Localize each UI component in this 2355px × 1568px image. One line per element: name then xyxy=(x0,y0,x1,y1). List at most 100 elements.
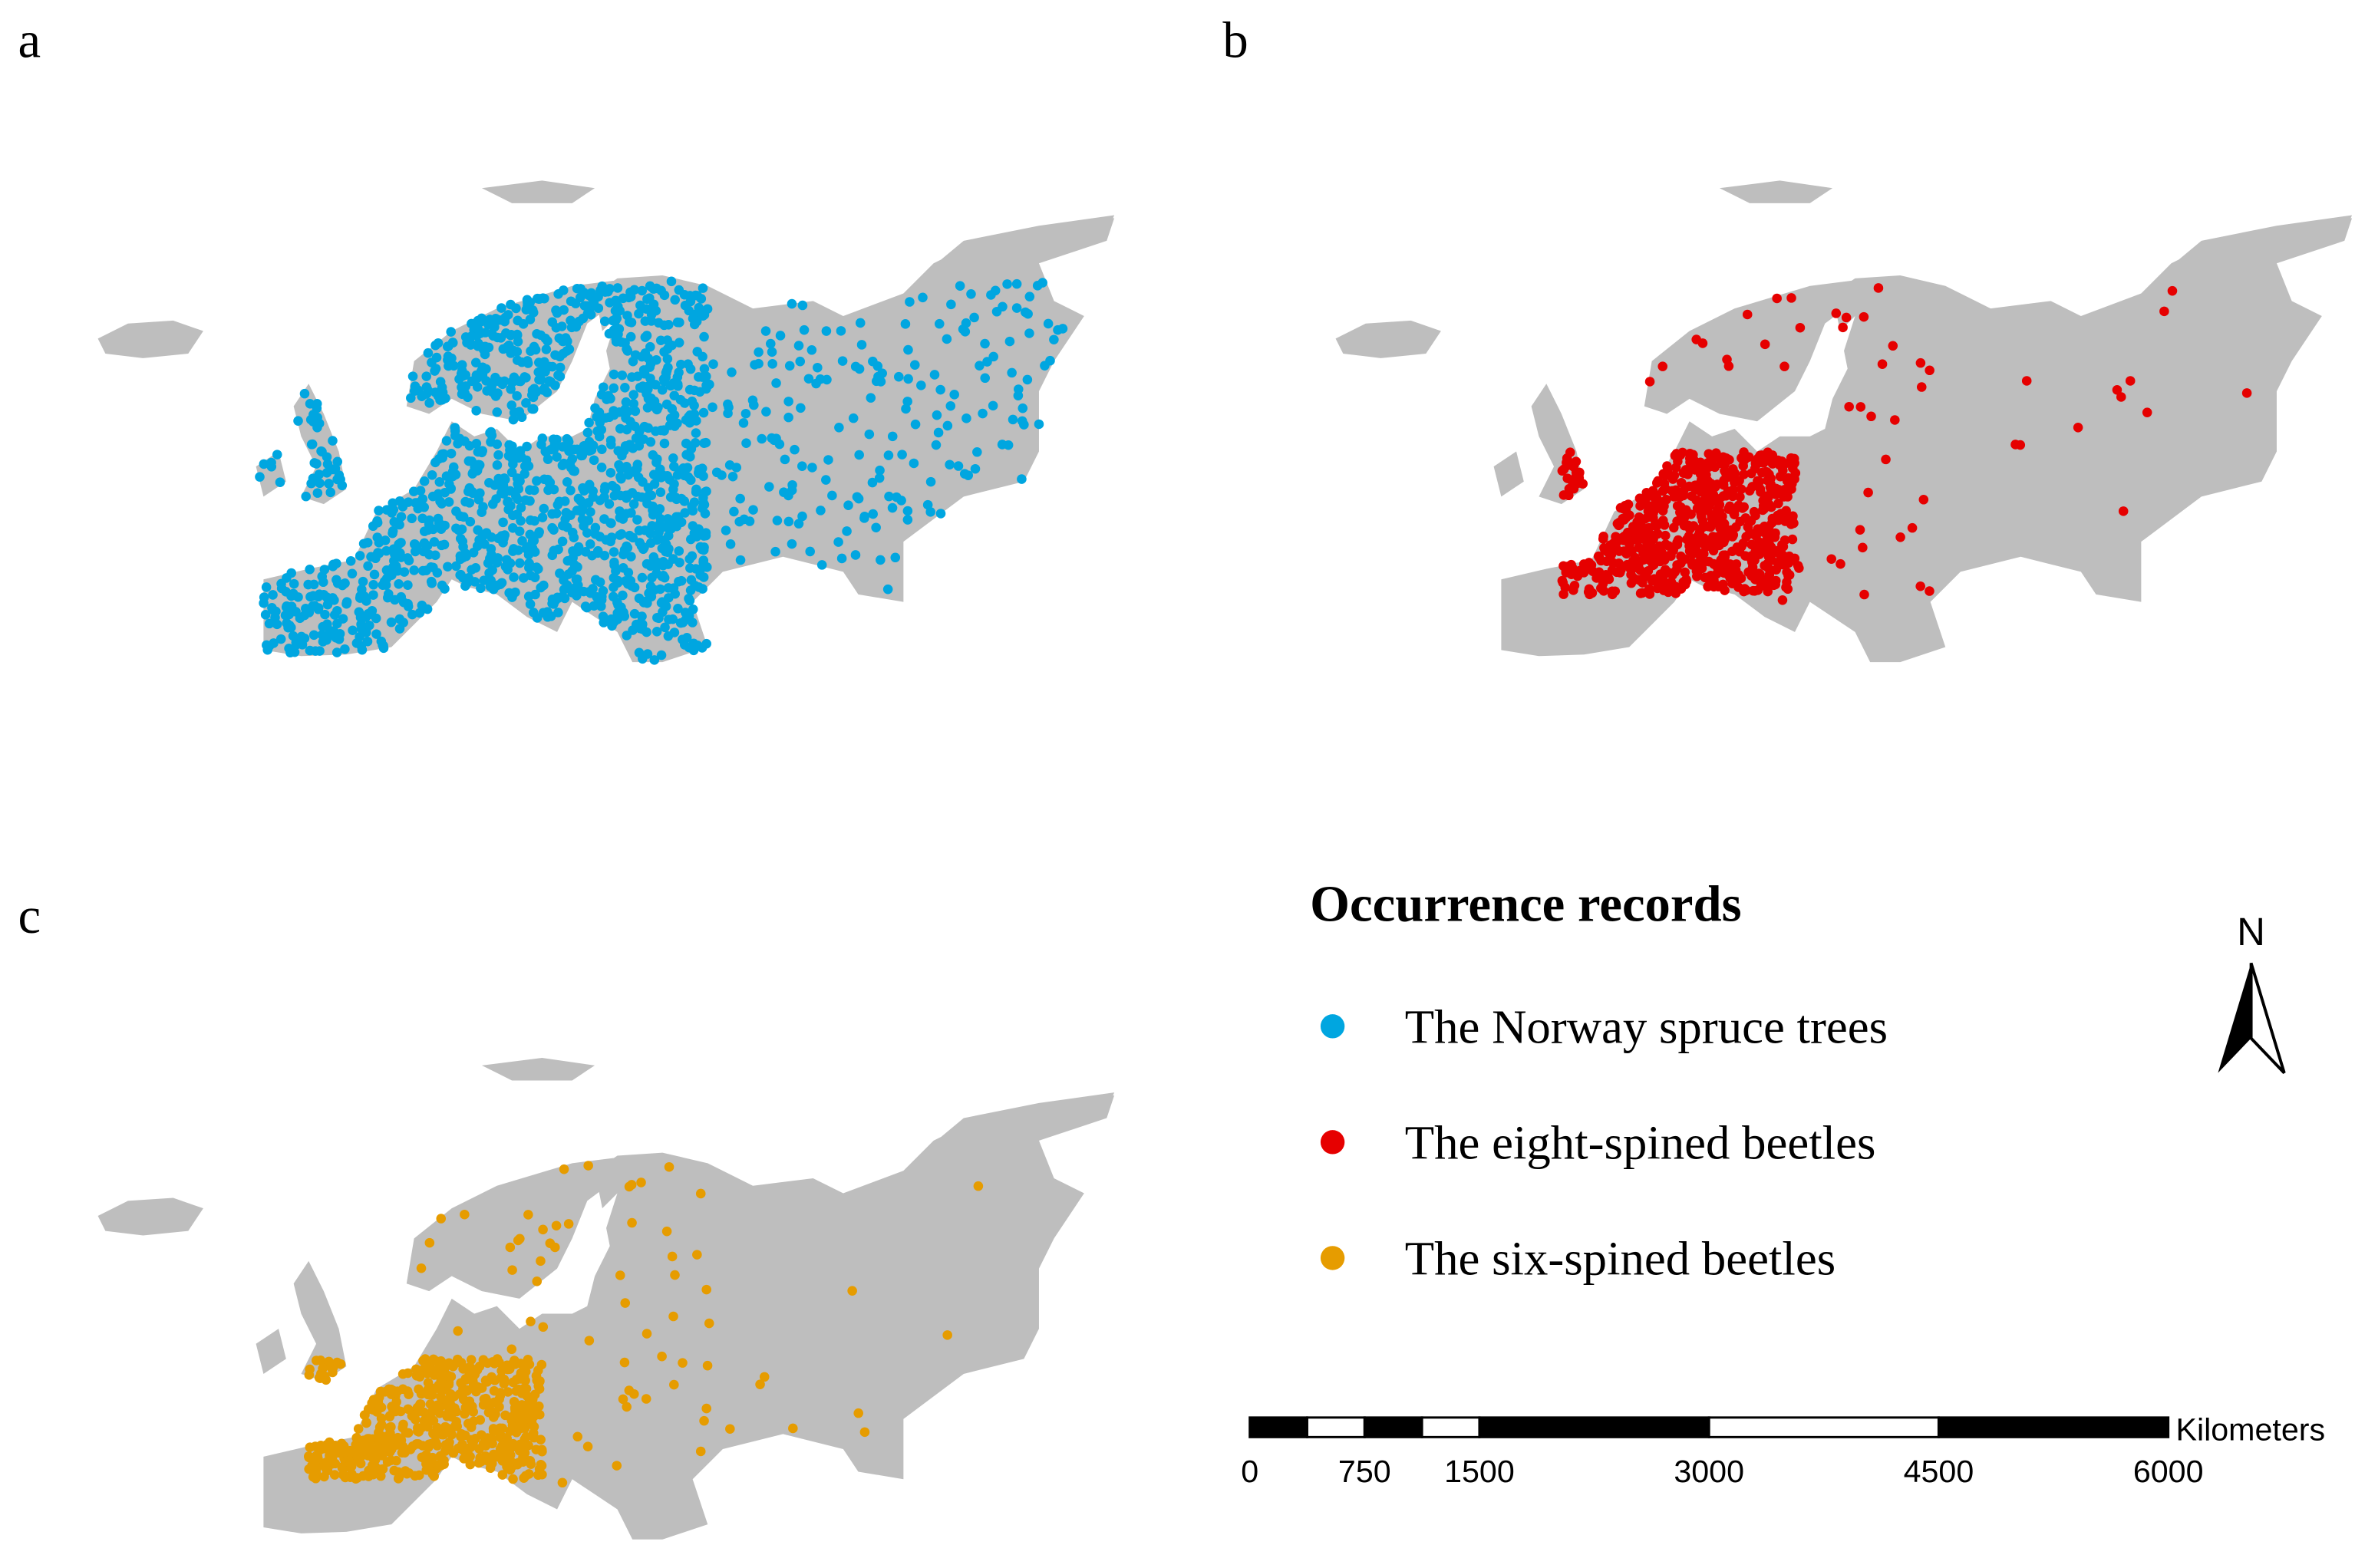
occurrence-point xyxy=(525,315,536,324)
occurrence-point xyxy=(568,546,578,556)
occurrence-point xyxy=(1024,292,1035,301)
occurrence-point xyxy=(1762,467,1773,477)
occurrence-point xyxy=(416,1422,427,1433)
occurrence-point xyxy=(539,503,549,514)
occurrence-point xyxy=(519,1372,529,1382)
occurrence-point xyxy=(529,1421,539,1432)
occurrence-point xyxy=(495,1391,506,1401)
occurrence-point xyxy=(311,1474,321,1484)
occurrence-point xyxy=(450,1403,460,1413)
occurrence-point xyxy=(1778,465,1788,476)
occurrence-point xyxy=(536,440,546,450)
occurrence-point xyxy=(1925,586,1934,596)
legend-dot xyxy=(1320,1130,1345,1155)
occurrence-point xyxy=(685,364,696,374)
occurrence-point xyxy=(1766,502,1776,512)
occurrence-point xyxy=(622,346,633,356)
occurrence-point xyxy=(528,608,539,618)
occurrence-point xyxy=(403,1368,413,1379)
occurrence-point xyxy=(701,384,711,394)
occurrence-point xyxy=(1043,318,1054,329)
occurrence-point xyxy=(667,1251,678,1262)
occurrence-point xyxy=(867,477,878,488)
occurrence-point xyxy=(866,393,876,403)
occurrence-point xyxy=(468,1379,479,1390)
occurrence-point xyxy=(536,1359,547,1370)
panel-label: b xyxy=(1222,13,1248,69)
occurrence-point xyxy=(1748,585,1758,596)
occurrence-point xyxy=(670,1270,680,1280)
occurrence-point xyxy=(859,513,869,523)
occurrence-point xyxy=(610,315,620,324)
occurrence-point xyxy=(421,1450,431,1460)
occurrence-point xyxy=(406,393,416,404)
occurrence-point xyxy=(757,433,767,444)
occurrence-point xyxy=(651,627,662,637)
occurrence-point xyxy=(842,526,852,536)
occurrence-point xyxy=(354,607,364,618)
occurrence-point xyxy=(982,357,992,367)
occurrence-point xyxy=(430,550,440,561)
occurrence-point xyxy=(1684,531,1694,542)
occurrence-point xyxy=(1728,464,1738,474)
occurrence-point xyxy=(521,398,531,408)
occurrence-point xyxy=(572,1431,583,1442)
occurrence-point xyxy=(465,516,476,527)
occurrence-point xyxy=(467,1402,477,1412)
occurrence-point xyxy=(668,484,678,495)
occurrence-point xyxy=(529,485,539,496)
legend-label: The Norway spruce trees xyxy=(1405,1000,1888,1053)
occurrence-point xyxy=(702,304,713,314)
occurrence-point xyxy=(518,1405,528,1416)
occurrence-point xyxy=(319,1371,330,1382)
occurrence-point xyxy=(466,1355,477,1365)
occurrence-point xyxy=(394,539,404,549)
occurrence-point xyxy=(631,433,642,443)
occurrence-point xyxy=(868,356,878,367)
occurrence-point xyxy=(619,611,630,621)
occurrence-point xyxy=(2142,407,2152,417)
occurrence-point xyxy=(544,361,555,372)
occurrence-point xyxy=(630,406,641,417)
occurrence-point xyxy=(731,463,742,473)
occurrence-point xyxy=(625,287,635,298)
occurrence-point xyxy=(658,556,668,567)
occurrence-point xyxy=(648,284,658,294)
occurrence-point xyxy=(813,362,823,373)
occurrence-point xyxy=(1638,496,1648,506)
occurrence-point xyxy=(1671,588,1681,598)
occurrence-point xyxy=(582,528,592,538)
occurrence-point xyxy=(1004,336,1015,347)
occurrence-point xyxy=(805,546,815,557)
occurrence-point xyxy=(796,403,806,413)
occurrence-point xyxy=(767,359,777,369)
occurrence-point xyxy=(313,603,324,613)
occurrence-point xyxy=(882,584,893,595)
occurrence-point xyxy=(647,572,657,583)
occurrence-point xyxy=(503,497,513,507)
occurrence-point xyxy=(487,499,498,509)
occurrence-point xyxy=(505,1426,515,1436)
occurrence-point xyxy=(513,453,524,463)
occurrence-point xyxy=(670,588,680,599)
occurrence-point xyxy=(410,539,421,549)
occurrence-point xyxy=(698,407,709,418)
occurrence-point xyxy=(894,371,904,382)
occurrence-point xyxy=(759,1372,770,1382)
occurrence-point xyxy=(624,1385,635,1395)
occurrence-point xyxy=(963,470,974,480)
occurrence-point xyxy=(322,619,332,629)
occurrence-point xyxy=(439,539,450,550)
occurrence-point xyxy=(1773,515,1783,525)
occurrence-point xyxy=(553,608,563,618)
occurrence-point xyxy=(550,380,560,390)
occurrence-point xyxy=(615,423,625,434)
occurrence-point xyxy=(1725,573,1736,583)
occurrence-point xyxy=(318,1363,328,1374)
occurrence-point xyxy=(261,582,272,592)
occurrence-point xyxy=(1760,561,1770,571)
map-b xyxy=(1335,180,2353,663)
occurrence-point xyxy=(834,423,844,433)
occurrence-point xyxy=(305,564,315,575)
occurrence-point xyxy=(909,360,920,370)
